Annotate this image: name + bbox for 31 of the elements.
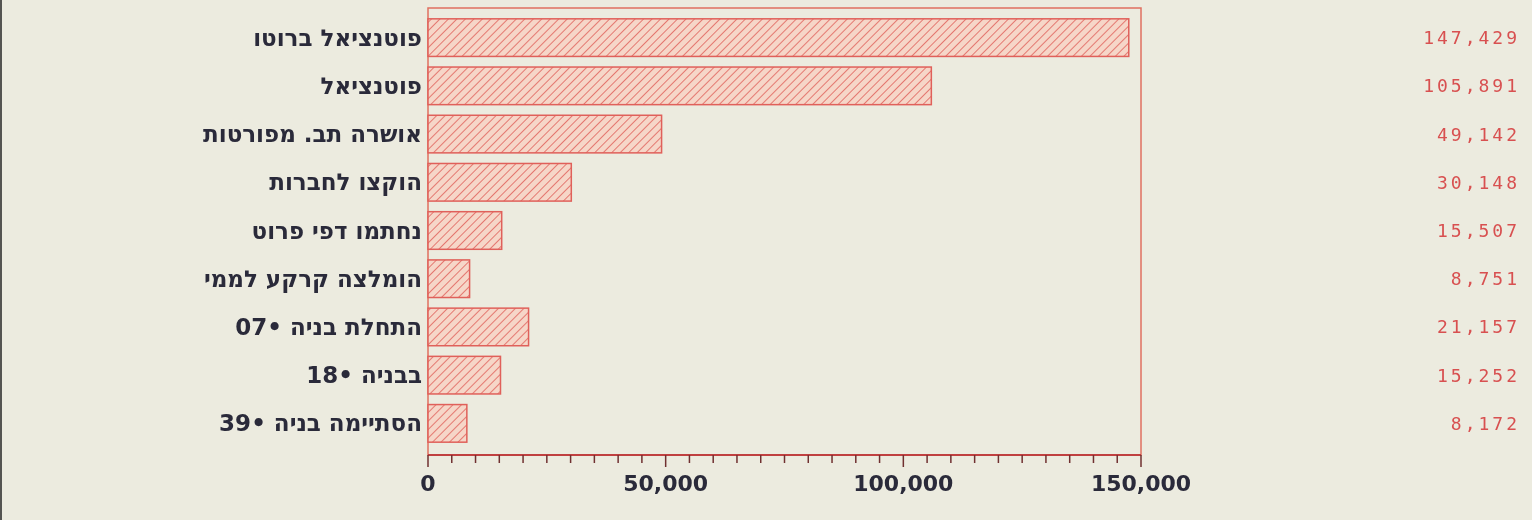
y-tick-label: הוקצו לחברות — [269, 169, 422, 197]
data-label: 8,172 — [1450, 412, 1520, 434]
x-tick-label: 0 — [420, 471, 436, 496]
y-tick-label: הומלצה קרקע לממי — [203, 265, 422, 293]
bar — [427, 403, 468, 443]
y-tick-label: הסתיימה בניה •39 — [219, 410, 422, 437]
data-label: 15,252 — [1436, 364, 1520, 386]
y-tick-label: פוטנציאל ברוטו — [253, 24, 422, 51]
y-tick-label: התחלת בניה •07 — [235, 313, 422, 340]
y-tick-label: בבניה •18 — [306, 362, 422, 389]
data-label: 8,751 — [1450, 268, 1520, 290]
bar — [427, 307, 530, 347]
data-label: 147,429 — [1423, 27, 1520, 49]
data-label: 49,142 — [1436, 123, 1520, 145]
bar — [427, 355, 502, 395]
data-label: 105,891 — [1423, 75, 1520, 97]
bar — [427, 162, 573, 202]
bar — [427, 18, 1130, 58]
y-tick-label: אושרה תב. מפורטות — [203, 121, 422, 148]
x-tick-label: 150,000 — [1090, 471, 1192, 496]
data-label: 15,507 — [1436, 220, 1520, 241]
bar — [427, 114, 663, 154]
bar — [427, 210, 503, 251]
data-label: 30,148 — [1436, 171, 1520, 193]
x-tick-label: 50,000 — [623, 471, 709, 496]
y-tick-label: פוטנציאל — [320, 72, 422, 99]
x-tick-label: 100,000 — [853, 471, 954, 496]
bar — [427, 66, 933, 106]
y-tick-label: נחתמו דפי פרוט — [251, 217, 422, 244]
data-label: 21,157 — [1436, 316, 1520, 338]
bar — [427, 259, 471, 299]
